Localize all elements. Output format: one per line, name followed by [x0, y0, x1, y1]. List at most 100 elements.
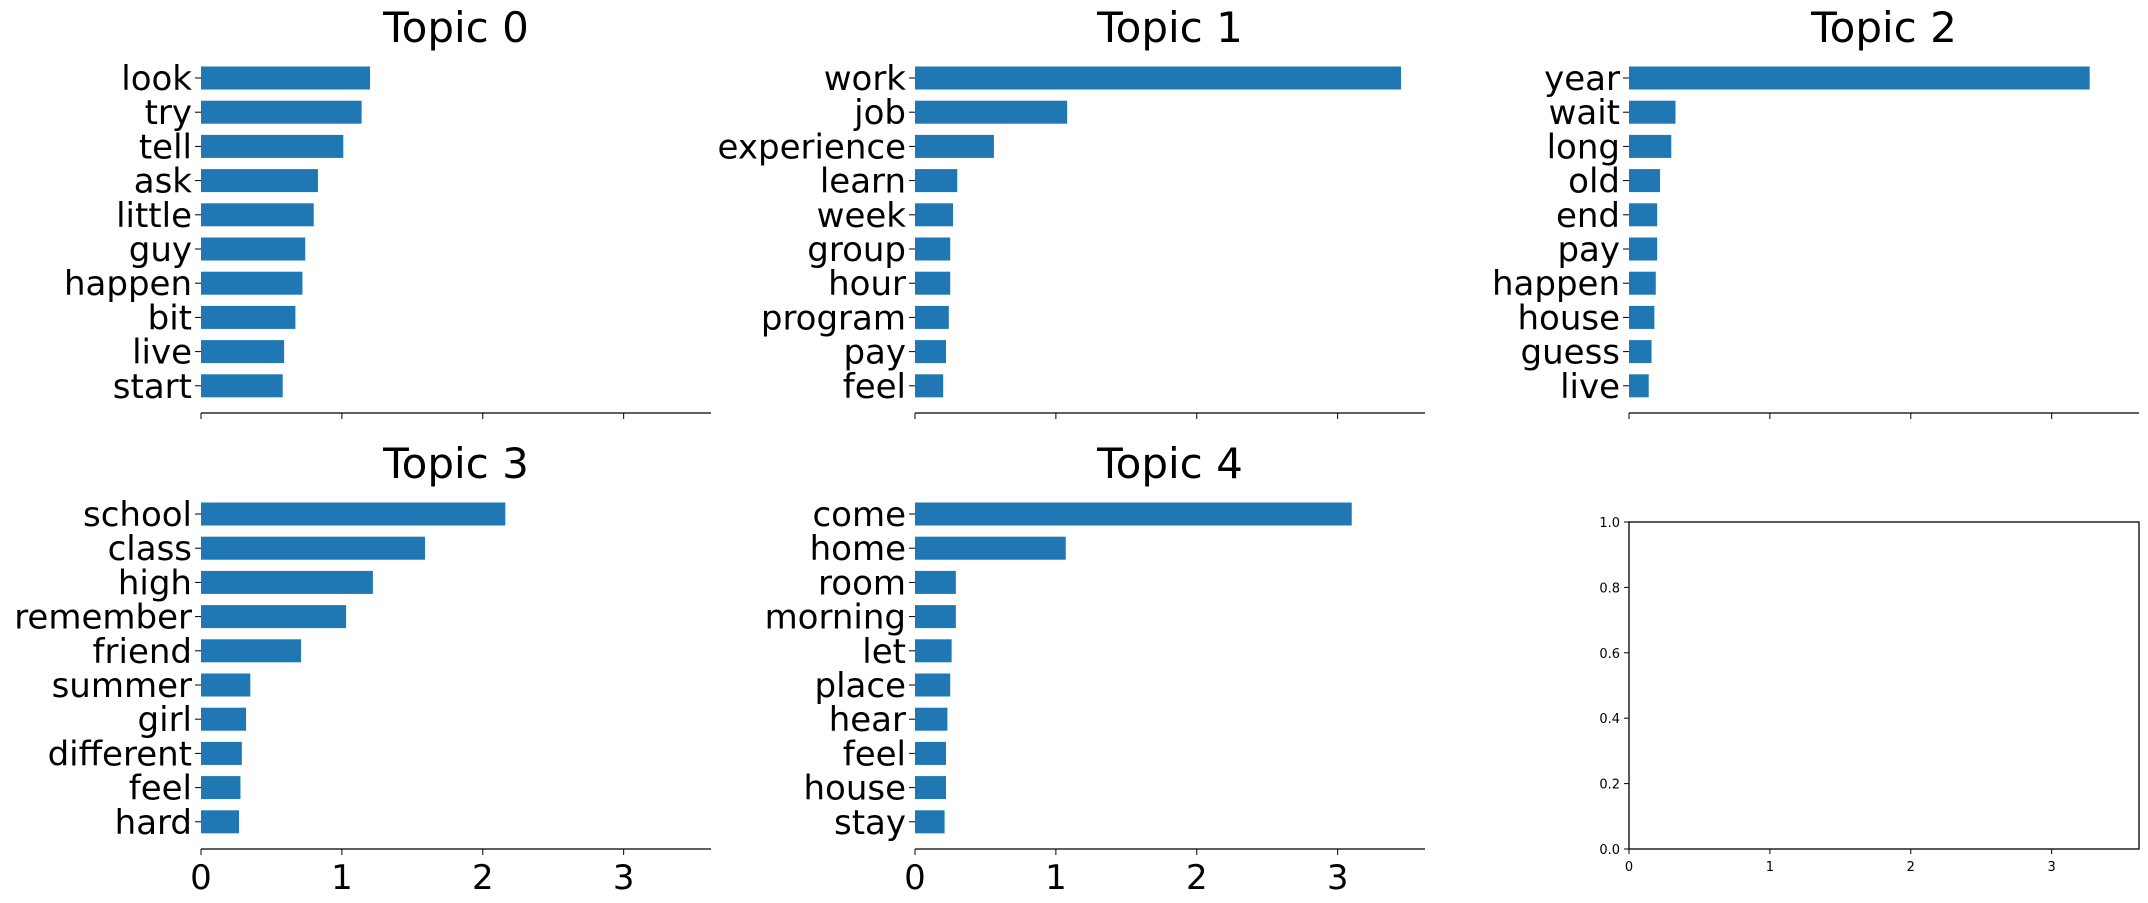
- category-label: tell: [139, 127, 192, 167]
- category-label: morning: [765, 598, 906, 638]
- panel-title: Topic 4: [1096, 439, 1243, 488]
- category-label: bit: [148, 298, 192, 338]
- category-label: pay: [843, 333, 906, 373]
- bar-remember: [201, 605, 347, 629]
- category-label: wait: [1549, 93, 1620, 133]
- category-label: try: [145, 93, 192, 133]
- category-label: happen: [1492, 264, 1620, 304]
- bar-learn: [915, 169, 958, 193]
- x-tick-label: 1: [331, 858, 353, 898]
- category-label: week: [817, 196, 907, 236]
- category-label: guy: [129, 230, 192, 270]
- panel-title: Topic 1: [1096, 3, 1243, 52]
- bar-place: [915, 673, 951, 697]
- x-tick-label: 0: [904, 858, 926, 898]
- panel-title: Topic 2: [1810, 3, 1957, 52]
- topic-panel-0: Topic 0 looktrytellasklittleguyhappenbitl…: [64, 3, 711, 419]
- bar-happen: [201, 271, 303, 295]
- topic-panel-1: Topic 1 workjobexperiencelearnweekgroupho…: [718, 3, 1425, 419]
- x-tick-label: 3: [2048, 860, 2056, 875]
- panel-title: Topic 0: [382, 3, 529, 52]
- bar-end: [1629, 203, 1658, 227]
- bar-little: [201, 203, 314, 227]
- bar-hour: [915, 271, 951, 295]
- bar-pay: [915, 340, 946, 364]
- panel-title: Topic 3: [382, 439, 529, 488]
- bar-feel: [201, 776, 241, 800]
- bar-bit: [201, 305, 296, 329]
- category-label: little: [116, 196, 192, 236]
- x-tick-label: 2: [1907, 860, 1915, 875]
- bar-let: [915, 639, 952, 663]
- bar-try: [201, 100, 362, 124]
- y-tick-label: 0.8: [1599, 581, 1620, 596]
- bar-room: [915, 570, 956, 594]
- category-label: high: [118, 563, 192, 603]
- bar-come: [915, 502, 1352, 526]
- category-label: look: [121, 59, 192, 99]
- category-label: live: [1560, 367, 1620, 407]
- bar-different: [201, 741, 242, 765]
- category-label: girl: [138, 700, 192, 740]
- bar-look: [201, 66, 371, 90]
- category-label: experience: [718, 127, 906, 167]
- y-tick-label: 0.4: [1599, 712, 1620, 727]
- x-tick-label: 1: [1766, 860, 1774, 875]
- category-label: old: [1568, 162, 1620, 202]
- category-label: house: [1517, 298, 1620, 338]
- category-label: start: [113, 367, 192, 407]
- category-label: guess: [1521, 333, 1620, 373]
- x-tick-label: 3: [613, 858, 635, 898]
- bar-guy: [201, 237, 306, 261]
- bar-friend: [201, 639, 302, 663]
- y-tick-label: 0.0: [1599, 843, 1620, 858]
- bar-school: [201, 502, 506, 526]
- category-label: feel: [129, 769, 192, 809]
- bar-hard: [201, 810, 240, 834]
- bar-old: [1629, 169, 1660, 193]
- category-label: summer: [52, 666, 192, 706]
- bar-high: [201, 570, 373, 594]
- category-label: remember: [14, 598, 192, 638]
- bar-feel: [915, 741, 946, 765]
- bar-long: [1629, 134, 1672, 158]
- bar-start: [201, 374, 283, 398]
- x-tick-label: 1: [1045, 858, 1067, 898]
- category-label: hard: [115, 803, 192, 843]
- category-label: feel: [843, 367, 906, 407]
- bar-ask: [201, 169, 318, 193]
- bar-work: [915, 66, 1402, 90]
- bar-girl: [201, 707, 247, 731]
- y-tick-label: 0.6: [1599, 647, 1620, 662]
- bar-job: [915, 100, 1068, 124]
- bar-year: [1629, 66, 2090, 90]
- category-label: class: [108, 529, 192, 569]
- bar-summer: [201, 673, 251, 697]
- bar-week: [915, 203, 954, 227]
- topic-panel-5: 0.0 0.2 0.4 0.6 0.8 1.0 0 1 2 3: [1599, 516, 2140, 875]
- x-tick-label: 0: [1625, 860, 1633, 875]
- bar-stay: [915, 810, 945, 834]
- category-label: different: [48, 734, 192, 774]
- axes-frame: [1628, 521, 2140, 850]
- bar-class: [201, 536, 426, 560]
- y-tick-label: 1.0: [1599, 516, 1620, 531]
- bar-experience: [915, 134, 994, 158]
- category-label: room: [818, 563, 906, 603]
- category-label: stay: [834, 803, 906, 843]
- category-label: year: [1544, 59, 1620, 99]
- category-label: come: [812, 495, 906, 535]
- category-label: work: [824, 59, 907, 99]
- bar-happen: [1629, 271, 1656, 295]
- category-label: pay: [1557, 230, 1620, 270]
- bar-home: [915, 536, 1066, 560]
- x-tick-label: 3: [1327, 858, 1349, 898]
- category-label: school: [83, 495, 192, 535]
- x-tick-label: 2: [1186, 858, 1208, 898]
- bar-live: [1629, 374, 1649, 398]
- bar-group: [915, 237, 951, 261]
- bar-pay: [1629, 237, 1658, 261]
- category-label: house: [803, 769, 906, 809]
- topic-panel-2: Topic 2 yearwaitlongoldendpayhappenhouseg…: [1492, 3, 2139, 419]
